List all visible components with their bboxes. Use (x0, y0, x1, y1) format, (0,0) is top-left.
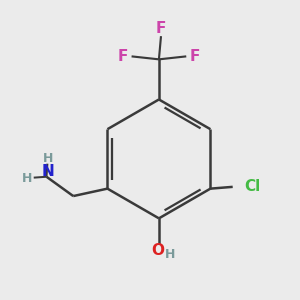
Text: N: N (42, 164, 54, 179)
Text: H: H (165, 248, 175, 261)
Text: Cl: Cl (244, 179, 261, 194)
Text: F: F (189, 49, 200, 64)
Text: H: H (43, 152, 53, 165)
Text: H: H (22, 172, 32, 185)
Text: F: F (156, 21, 166, 36)
Text: O: O (151, 243, 164, 258)
Text: F: F (118, 49, 128, 64)
